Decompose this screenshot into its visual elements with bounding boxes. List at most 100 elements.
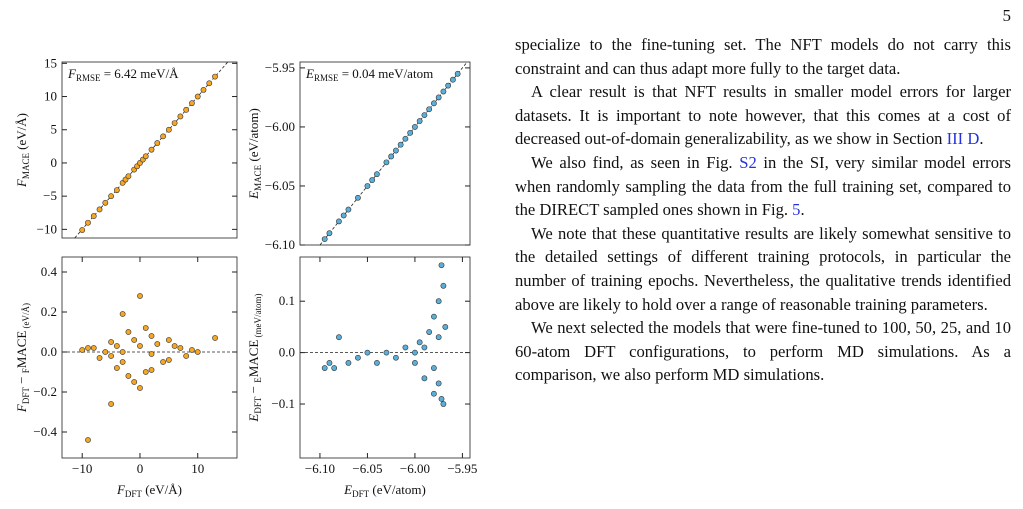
label-part: E xyxy=(343,482,352,497)
y-tick-label: −6.00 xyxy=(265,119,295,134)
point xyxy=(416,339,423,346)
point xyxy=(125,373,132,379)
point xyxy=(435,334,442,341)
point xyxy=(431,313,437,320)
point xyxy=(412,349,418,356)
point xyxy=(393,147,399,154)
point xyxy=(160,133,166,140)
subscript: F xyxy=(21,368,31,373)
point xyxy=(440,401,447,407)
point xyxy=(102,349,109,355)
subscript: DFT xyxy=(21,387,31,405)
y-axis-label: EMACE (eV/atom) xyxy=(246,108,263,200)
label-part: (eV/atom) xyxy=(246,108,261,165)
subscript: DFT xyxy=(253,396,263,414)
point xyxy=(445,82,452,89)
point xyxy=(119,359,126,365)
x-axis-label: EDFT (eV/atom) xyxy=(343,482,426,499)
y-tick-label: −5.95 xyxy=(265,60,295,75)
point xyxy=(355,354,361,361)
link[interactable]: III D xyxy=(946,129,980,149)
text-run: in the SI, very similar model errors whe… xyxy=(515,152,1011,220)
label-part: = 6.42 meV/Å xyxy=(100,66,179,81)
y-tick-label: 10 xyxy=(44,89,57,104)
label-part: F xyxy=(14,403,29,413)
text-run: A clear result is that NFT results in sm… xyxy=(515,82,1011,149)
text-run: . xyxy=(979,129,984,149)
point xyxy=(90,213,97,219)
plot-frame xyxy=(61,61,238,239)
point xyxy=(177,113,184,120)
point xyxy=(165,337,172,343)
paragraph: We note that these quantitative results … xyxy=(515,222,1011,316)
y-tick-label: 0.0 xyxy=(41,344,57,359)
point xyxy=(435,380,442,387)
paragraph: We also find, as seen in Fig. S2 in the … xyxy=(515,151,1011,222)
point xyxy=(113,365,120,371)
x-tick-label: −6.10 xyxy=(305,461,335,476)
point xyxy=(206,80,213,87)
point xyxy=(183,353,190,359)
label-part: (eV/Å) xyxy=(14,113,29,153)
point xyxy=(171,343,178,349)
page-number: 5 xyxy=(1002,6,1012,25)
point xyxy=(96,206,103,213)
point xyxy=(364,349,371,356)
paragraph: We next selected the models that were fi… xyxy=(515,316,1011,387)
point xyxy=(383,159,390,166)
point xyxy=(454,70,461,77)
point xyxy=(183,106,190,113)
x-tick-label: 0 xyxy=(137,461,144,476)
y-tick-label: −6.05 xyxy=(265,178,295,193)
point xyxy=(407,129,414,136)
point xyxy=(345,206,352,213)
y-tick-label: 15 xyxy=(44,55,57,70)
point xyxy=(194,349,201,355)
point xyxy=(421,375,428,382)
point xyxy=(397,141,404,148)
point xyxy=(142,153,149,160)
x-tick-label: −6.05 xyxy=(352,461,382,476)
x-tick-label: −6.00 xyxy=(400,461,430,476)
plot-frame xyxy=(299,256,471,459)
label-part: MACE xyxy=(246,340,261,378)
link[interactable]: 5 xyxy=(792,200,801,220)
text-run: . xyxy=(800,200,805,220)
point xyxy=(108,339,114,345)
point xyxy=(148,333,155,339)
point xyxy=(137,293,143,299)
point xyxy=(402,135,409,142)
point xyxy=(416,118,423,124)
point xyxy=(79,227,86,233)
point xyxy=(171,120,178,127)
point xyxy=(142,369,149,375)
point xyxy=(189,100,195,107)
point xyxy=(435,94,442,101)
point xyxy=(125,173,132,180)
point xyxy=(321,365,328,371)
point xyxy=(336,334,342,341)
y-tick-label: 0.4 xyxy=(41,264,58,279)
y-tick-label: 0.2 xyxy=(41,304,57,319)
annotation: ERMSE = 0.04 meV/atom xyxy=(305,66,433,83)
point xyxy=(421,344,428,351)
point xyxy=(194,93,201,100)
y-tick-label: −0.4 xyxy=(33,424,57,439)
point xyxy=(321,236,328,242)
label-part: F xyxy=(67,66,77,81)
point xyxy=(326,359,333,366)
point xyxy=(119,311,126,317)
point xyxy=(137,385,143,391)
point xyxy=(137,343,143,349)
point xyxy=(154,140,161,146)
point xyxy=(431,365,437,371)
point xyxy=(442,324,449,330)
link[interactable]: S2 xyxy=(739,152,757,172)
point xyxy=(108,401,114,407)
y-tick-label: −0.1 xyxy=(271,396,295,411)
label-part: (eV/atom) xyxy=(369,482,426,497)
point xyxy=(108,193,114,200)
point xyxy=(148,351,155,357)
